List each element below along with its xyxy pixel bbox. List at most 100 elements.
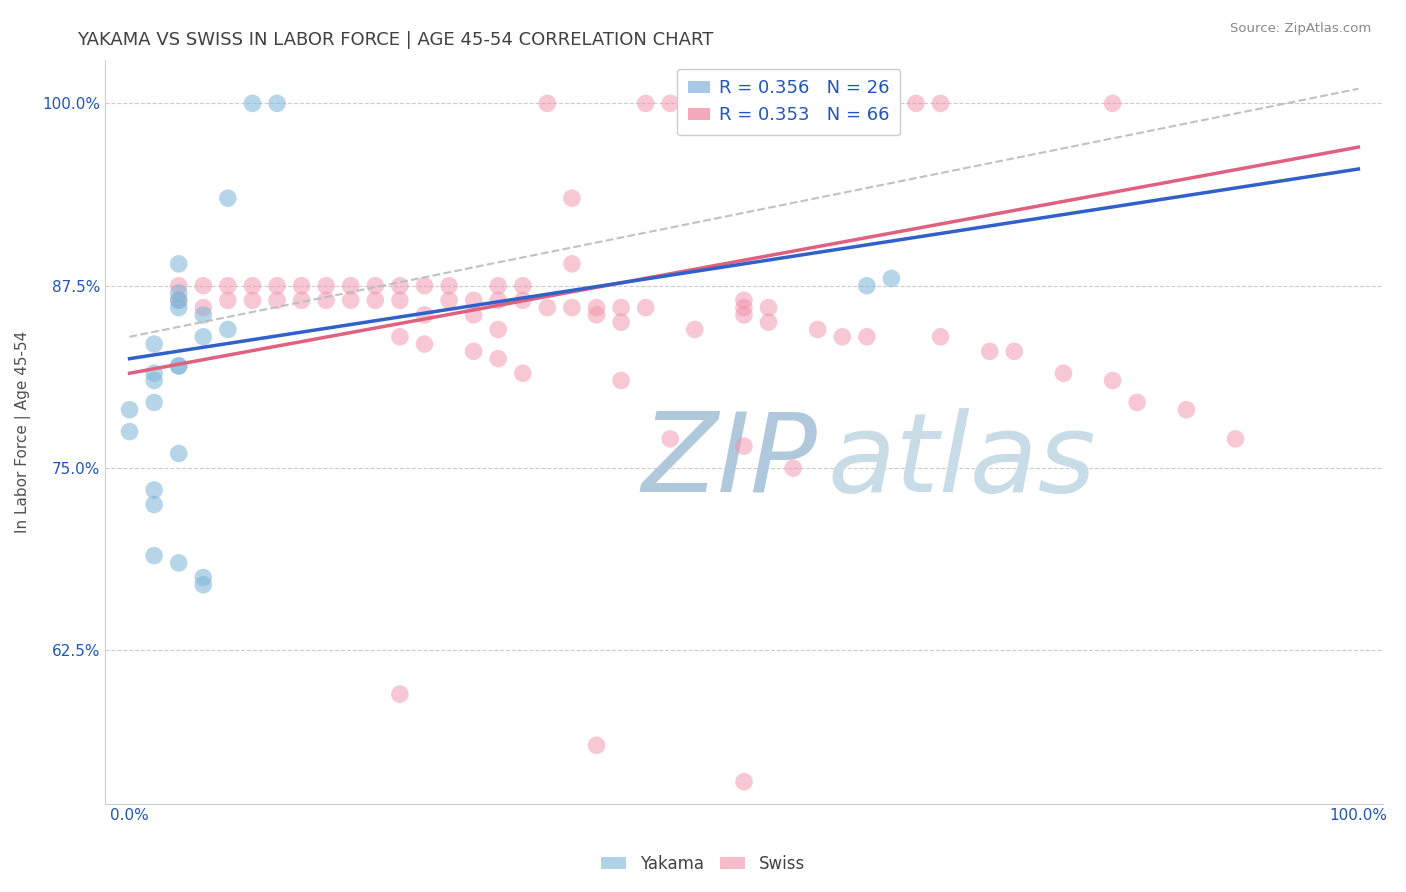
Point [242,278,264,293]
Point [143,366,166,380]
Point [463,308,485,322]
Point [193,570,215,584]
Legend: R = 0.356   N = 26, R = 0.353   N = 66: R = 0.356 N = 26, R = 0.353 N = 66 [678,69,900,136]
Point [167,257,190,271]
Point [733,308,755,322]
Text: atlas: atlas [827,408,1095,515]
Point [536,96,558,111]
Point [217,322,239,336]
Point [758,315,780,329]
Point [193,278,215,293]
Point [388,330,411,344]
Point [217,278,239,293]
Point [193,301,215,315]
Point [807,322,830,336]
Point [193,308,215,322]
Point [512,293,534,308]
Point [1175,402,1198,417]
Point [193,330,215,344]
Point [217,191,239,205]
Point [437,293,460,308]
Point [167,293,190,308]
Point [242,293,264,308]
Point [143,337,166,351]
Point [1225,432,1247,446]
Point [880,96,903,111]
Point [585,738,607,752]
Point [929,330,952,344]
Point [242,96,264,111]
Point [659,96,682,111]
Point [856,96,879,111]
Point [758,301,780,315]
Point [486,351,509,366]
Point [683,322,706,336]
Point [167,359,190,373]
Point [856,278,879,293]
Point [733,439,755,453]
Point [167,446,190,460]
Point [167,556,190,570]
Point [512,366,534,380]
Point [167,278,190,293]
Text: YAKAMA VS SWISS IN LABOR FORCE | AGE 45-54 CORRELATION CHART: YAKAMA VS SWISS IN LABOR FORCE | AGE 45-… [77,31,714,49]
Point [143,395,166,409]
Point [364,278,387,293]
Point [315,278,337,293]
Point [610,301,633,315]
Point [929,96,952,111]
Point [413,337,436,351]
Point [831,330,853,344]
Point [856,330,879,344]
Point [290,293,312,308]
Point [610,374,633,388]
Point [1101,374,1123,388]
Point [118,425,141,439]
Point [733,301,755,315]
Point [266,96,288,111]
Point [339,293,361,308]
Point [561,257,583,271]
Text: ZIP: ZIP [641,408,818,515]
Point [364,293,387,308]
Point [463,344,485,359]
Point [167,359,190,373]
Point [388,687,411,701]
Point [143,374,166,388]
Point [634,96,657,111]
Point [880,271,903,285]
Point [413,308,436,322]
Point [512,278,534,293]
Point [486,322,509,336]
Point [979,344,1001,359]
Point [463,293,485,308]
Point [339,278,361,293]
Point [1126,395,1149,409]
Point [167,285,190,300]
Point [1052,366,1074,380]
Point [904,96,927,111]
Point [486,293,509,308]
Point [585,301,607,315]
Point [733,774,755,789]
Y-axis label: In Labor Force | Age 45-54: In Labor Force | Age 45-54 [15,330,31,533]
Point [290,278,312,293]
Point [683,96,706,111]
Point [167,293,190,308]
Point [634,301,657,315]
Point [1002,344,1025,359]
Point [561,301,583,315]
Point [413,278,436,293]
Point [167,301,190,315]
Point [782,461,804,475]
Point [536,301,558,315]
Point [266,278,288,293]
Point [193,578,215,592]
Point [561,191,583,205]
Point [733,293,755,308]
Point [217,293,239,308]
Point [437,278,460,293]
Point [388,278,411,293]
Point [118,402,141,417]
Point [388,293,411,308]
